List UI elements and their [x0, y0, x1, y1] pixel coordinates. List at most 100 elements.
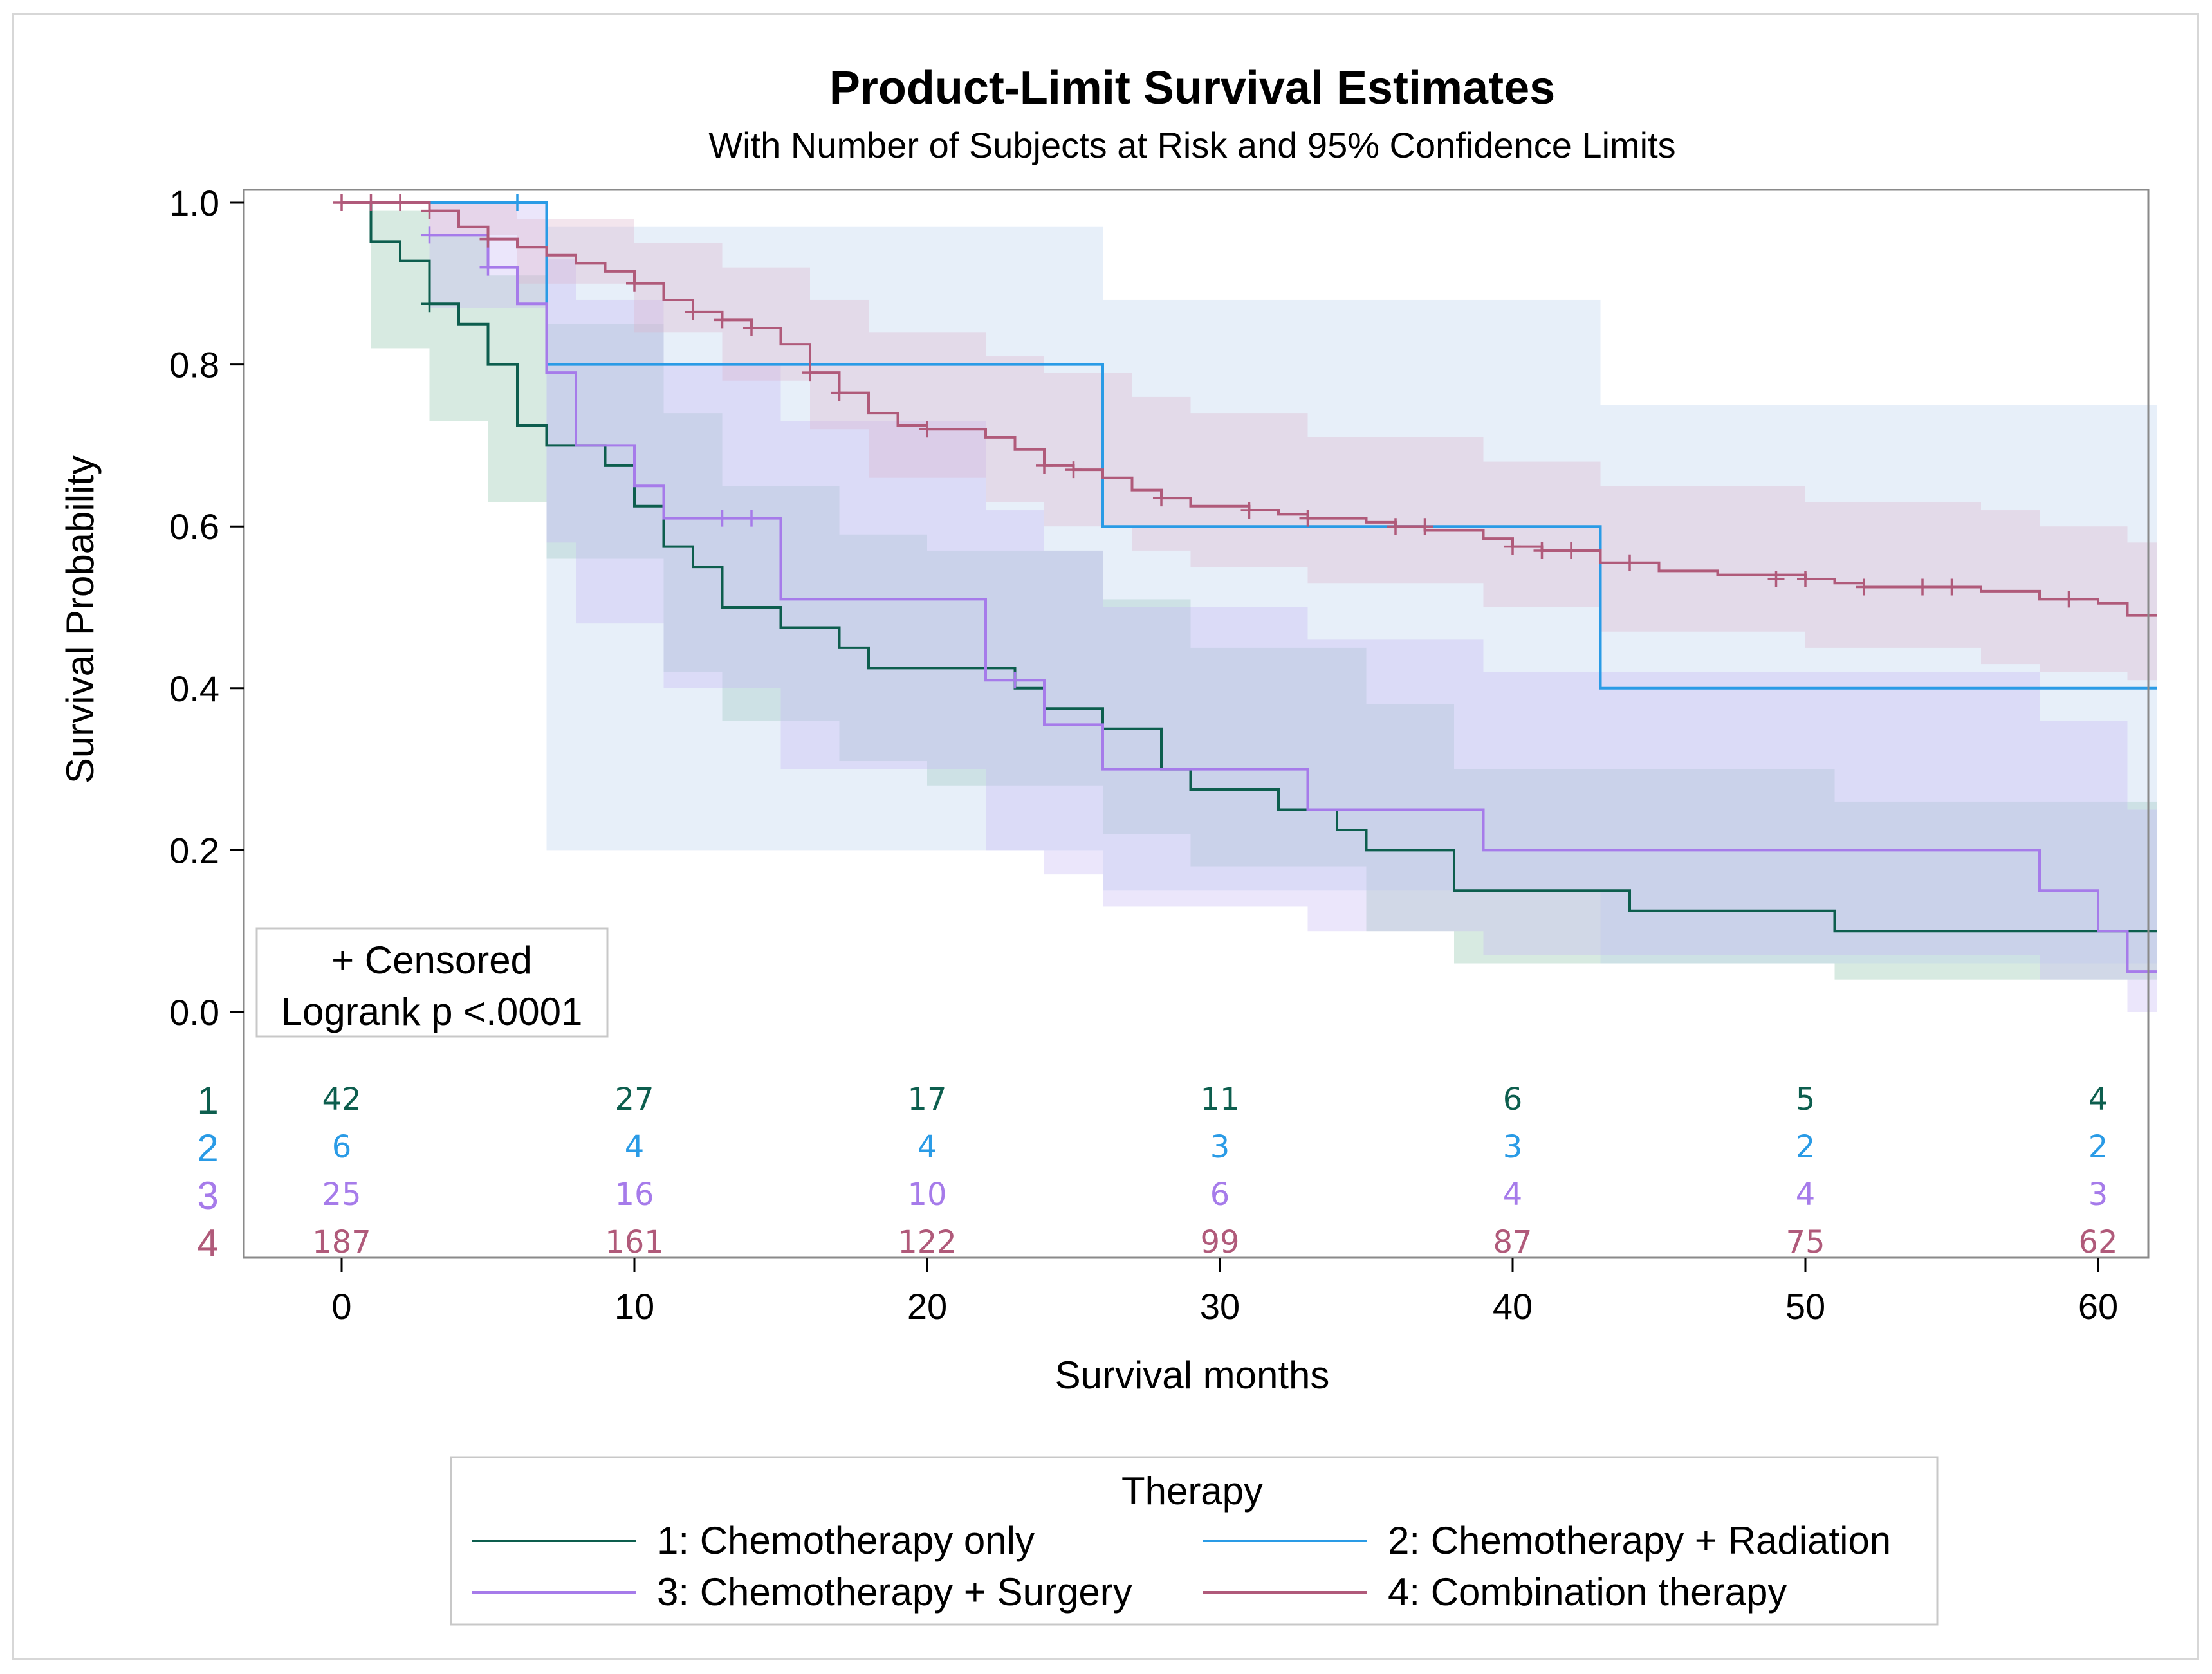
- axes: 0.0 0.2 0.4 0.6 0.8 1.0 0 10 20 30 40 50 60: [169, 183, 2118, 1327]
- censor-mark-4: [919, 421, 935, 438]
- at-risk-value: 4: [1503, 1177, 1523, 1213]
- ci-band-4: [1307, 437, 1484, 584]
- survival-line-2: [342, 201, 2157, 690]
- chart-subtitle: With Number of Subjects at Risk and 95% …: [708, 125, 1675, 165]
- censor-mark-4: [1299, 510, 1316, 527]
- at-risk-value: 4: [625, 1129, 645, 1165]
- y-tick-label: 0.2: [169, 830, 219, 870]
- legend-label-1: 1: Chemotherapy only: [657, 1519, 1035, 1562]
- at-risk-table: 1 42 27 17 11 6 5 42 6 4 4 3 3 2 23 25 16 10 6 4 4 34 187 161 12…: [197, 1079, 2117, 1265]
- legend-items: 1: Chemotherapy only 2: Chemotherapy + Ra…: [472, 1519, 1891, 1614]
- censor-mark-4: [1914, 578, 1931, 596]
- censor-mark-4: [392, 194, 409, 211]
- censor-mark-4: [1065, 461, 1082, 479]
- ci-band-3: [1307, 639, 1484, 932]
- censor-mark-4: [1387, 518, 1404, 535]
- ci-band-1: [1454, 769, 1835, 964]
- censor-mark-4: [1153, 490, 1170, 507]
- at-risk-value: 187: [312, 1224, 371, 1260]
- x-tick-label: 30: [1200, 1286, 1240, 1327]
- at-risk-value: 4: [917, 1129, 937, 1165]
- survival-line-4: [342, 201, 2157, 617]
- at-risk-value: 161: [605, 1224, 664, 1260]
- at-risk-value: 122: [898, 1224, 957, 1260]
- survival-line-3: [429, 234, 2157, 973]
- y-tick-label: 1.0: [169, 183, 219, 223]
- ci-band-1: [371, 210, 430, 349]
- ci-band-1: [663, 413, 723, 672]
- at-risk-value: 5: [1796, 1081, 1816, 1118]
- at-risk-row-label: 3: [197, 1174, 218, 1217]
- at-risk-value: 3: [1210, 1129, 1230, 1165]
- ci-band-3: [2127, 809, 2157, 1012]
- ci-band-2: [1600, 405, 2157, 964]
- ci-band-3: [2040, 721, 2128, 980]
- censor-mark-1: [421, 295, 438, 313]
- censor-mark-4: [743, 319, 760, 336]
- ci-band-4: [869, 332, 986, 478]
- censor-mark-4: [1856, 578, 1872, 596]
- at-risk-value: 6: [1503, 1081, 1523, 1118]
- at-risk-row-label: 1: [197, 1079, 218, 1122]
- ci-band-4: [517, 219, 634, 284]
- ci-band-4: [722, 267, 810, 381]
- censor-marks: [333, 194, 2078, 689]
- survival-curves: [342, 201, 2157, 973]
- inset-box: + Censored Logrank p <.0001: [255, 927, 609, 1038]
- ci-band-4: [1600, 486, 1805, 632]
- figure-frame: Product-Limit Survival Estimates With Nu…: [12, 13, 2199, 1660]
- at-risk-value: 75: [1785, 1224, 1825, 1260]
- censor-mark-4: [1036, 457, 1053, 474]
- at-risk-value: 6: [1210, 1177, 1230, 1213]
- censor-mark-4: [1416, 518, 1433, 535]
- censor-mark-4: [421, 202, 438, 219]
- censor-mark-3: [714, 510, 731, 527]
- ci-band-3: [576, 299, 664, 624]
- ci-band-1: [546, 324, 664, 559]
- censor-mark-4: [479, 230, 497, 248]
- censor-mark-4: [831, 384, 848, 401]
- ci-band-4: [1132, 396, 1191, 551]
- ci-band-4: [634, 243, 723, 333]
- censor-mark-3: [743, 510, 760, 527]
- censor-mark-4: [802, 364, 818, 382]
- ci-band-4: [1981, 510, 2040, 665]
- censor-mark-4: [333, 194, 350, 211]
- at-risk-value: 17: [907, 1081, 946, 1118]
- censor-mark-4: [1621, 554, 1638, 571]
- censor-mark-4: [1563, 542, 1580, 559]
- ci-band-3: [1483, 672, 2040, 955]
- at-risk-value: 25: [322, 1177, 361, 1213]
- at-risk-value: 4: [1796, 1177, 1816, 1213]
- censor-mark-3: [1006, 672, 1024, 689]
- censor-mark-4: [362, 194, 380, 211]
- ci-band-1: [1103, 599, 1191, 834]
- x-tick-label: 0: [331, 1286, 351, 1327]
- ci-band-2: [546, 226, 1103, 851]
- chart-title: Product-Limit Survival Estimates: [829, 62, 1555, 114]
- legend-label-2: 2: Chemotherapy + Radiation: [1388, 1519, 1891, 1562]
- censor-mark-4: [2060, 591, 2078, 608]
- y-axis-label: Survival Probability: [59, 455, 102, 784]
- plot-area-border: [243, 189, 2150, 1259]
- at-risk-value: 87: [1493, 1224, 1532, 1260]
- censor-mark-4: [626, 275, 643, 292]
- ci-band-3: [780, 421, 986, 769]
- at-risk-value: 2: [2088, 1129, 2108, 1165]
- censor-mark-4: [1767, 570, 1785, 587]
- at-risk-value: 6: [332, 1129, 352, 1165]
- censor-mark-3: [421, 226, 438, 244]
- ci-band-2: [1103, 299, 1601, 891]
- at-risk-value: 42: [322, 1081, 361, 1118]
- x-tick-label: 40: [1493, 1286, 1533, 1327]
- at-risk-value: 4: [2088, 1081, 2108, 1118]
- y-tick-label: 0.8: [169, 345, 219, 385]
- ci-band-4: [2127, 542, 2157, 681]
- at-risk-value: 3: [2088, 1177, 2108, 1213]
- at-risk-value: 11: [1200, 1081, 1239, 1118]
- y-tick-label: 0.4: [169, 668, 219, 709]
- at-risk-value: 10: [907, 1177, 946, 1213]
- at-risk-value: 2: [1796, 1129, 1816, 1165]
- censor-mark-4: [1504, 538, 1521, 555]
- at-risk-value: 62: [2078, 1224, 2117, 1260]
